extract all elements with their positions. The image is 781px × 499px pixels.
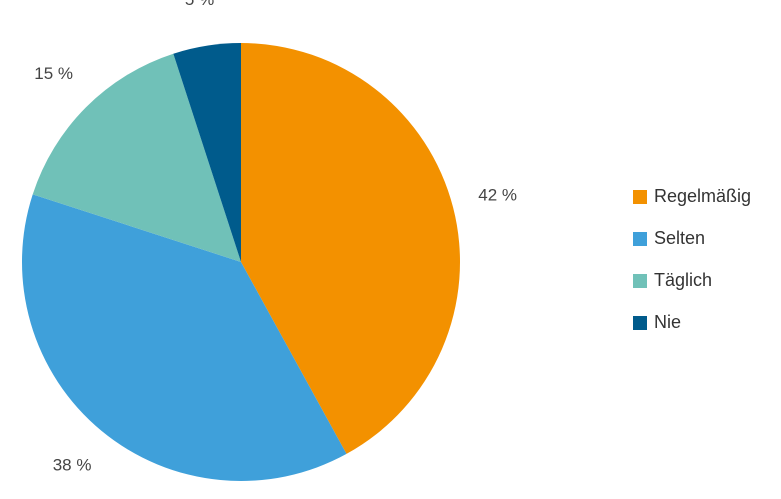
pie-slice-nie xyxy=(173,43,241,262)
legend-item-selten: Selten xyxy=(633,228,705,248)
legend-label-nie: Nie xyxy=(654,312,681,332)
legend-label-regelmaessig: Regelmäßig xyxy=(654,186,751,206)
legend-item-regelmaessig: Regelmäßig xyxy=(633,186,751,206)
legend-label-taeglich: Täglich xyxy=(654,270,712,290)
pie-slice-taeglich xyxy=(32,53,241,262)
slice-value-label-regelmaessig: 42 % xyxy=(478,186,517,205)
pie-slices xyxy=(22,43,460,482)
slice-value-label-taeglich: 15 % xyxy=(34,64,73,83)
legend-item-taeglich: Täglich xyxy=(633,270,712,290)
slice-value-label-selten: 38 % xyxy=(53,456,92,475)
legend-item-nie: Nie xyxy=(633,312,681,332)
pie-slice-regelmaessig xyxy=(241,43,460,454)
pie-slice-selten xyxy=(22,194,347,482)
legend-swatch-taeglich xyxy=(633,274,647,288)
legend-swatch-nie xyxy=(633,316,647,330)
legend: Regelmäßig Selten Täglich Nie xyxy=(633,186,751,332)
slice-value-label-nie: 5 % xyxy=(185,0,214,9)
pie-value-labels: 42 % 38 % 15 % 5 % xyxy=(34,0,517,475)
legend-swatch-regelmaessig xyxy=(633,190,647,204)
legend-label-selten: Selten xyxy=(654,228,705,248)
legend-swatch-selten xyxy=(633,232,647,246)
